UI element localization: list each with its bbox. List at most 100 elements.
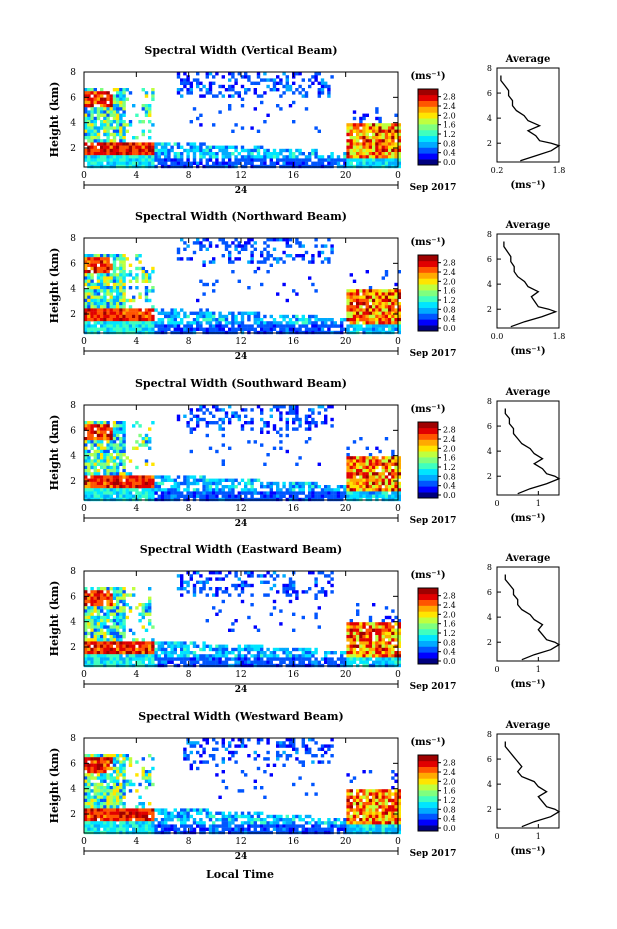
heatmap-cell bbox=[189, 494, 193, 498]
heatmap-cell bbox=[391, 289, 395, 293]
heatmap-cell bbox=[384, 651, 389, 655]
heatmap-cell bbox=[237, 311, 241, 315]
heatmap-cell bbox=[96, 430, 101, 434]
heatmap-cell bbox=[304, 91, 309, 95]
heatmap-cell bbox=[112, 273, 117, 277]
heatmap-cell bbox=[375, 660, 379, 664]
heatmap-cell bbox=[96, 625, 101, 629]
heatmap-cell bbox=[256, 155, 261, 159]
x-tick-label: 0 bbox=[395, 670, 401, 680]
heatmap-cell bbox=[375, 126, 379, 130]
heatmap-cell bbox=[260, 324, 264, 328]
heatmap-cell bbox=[301, 324, 305, 328]
heatmap-cell bbox=[135, 155, 139, 159]
heatmap-cell bbox=[368, 494, 373, 498]
heatmap-cell bbox=[208, 494, 213, 498]
heatmap-cell bbox=[106, 456, 110, 460]
heatmap-cell bbox=[202, 311, 206, 315]
heatmap-cell bbox=[103, 814, 107, 819]
heatmap-cell bbox=[84, 638, 88, 642]
heatmap-cell bbox=[109, 609, 113, 613]
heatmap-cell bbox=[90, 273, 94, 277]
heatmap-cell bbox=[288, 104, 293, 108]
heatmap-cell bbox=[109, 126, 113, 130]
heatmap-cell bbox=[180, 481, 184, 486]
heatmap-cell bbox=[90, 802, 94, 806]
heatmap-cell bbox=[167, 644, 171, 648]
heatmap-cell bbox=[352, 129, 357, 133]
heatmap-cell bbox=[356, 295, 360, 299]
heatmap-cell bbox=[295, 254, 299, 258]
heatmap-cell bbox=[368, 453, 373, 457]
heatmap-cell bbox=[282, 647, 286, 652]
heatmap-cell bbox=[247, 152, 251, 156]
heatmap-cell bbox=[394, 622, 398, 626]
heatmap-cell bbox=[148, 113, 152, 117]
heatmap-cell bbox=[164, 660, 168, 664]
heatmap-cell bbox=[167, 321, 171, 325]
heatmap-cell bbox=[276, 491, 280, 495]
heatmap-cell bbox=[141, 104, 145, 108]
heatmap-cell bbox=[100, 427, 104, 431]
heatmap-cell bbox=[151, 314, 155, 319]
heatmap-cell bbox=[221, 314, 225, 319]
heatmap-cell bbox=[368, 289, 373, 293]
heatmap-cell bbox=[125, 161, 129, 165]
heatmap-cell bbox=[215, 408, 219, 412]
heatmap-cell bbox=[183, 311, 187, 315]
heatmap-cell bbox=[228, 485, 232, 489]
average-x-tick-label: 1 bbox=[536, 665, 541, 674]
heatmap-cell bbox=[388, 615, 392, 620]
heatmap-cell bbox=[394, 644, 398, 648]
heatmap-cell bbox=[116, 615, 120, 620]
heatmap-cell bbox=[324, 81, 328, 85]
heatmap-cell bbox=[215, 590, 219, 594]
heatmap-cell bbox=[96, 651, 101, 655]
heatmap-cell bbox=[263, 660, 267, 664]
heatmap-cell bbox=[231, 488, 235, 492]
heatmap-cell bbox=[215, 161, 219, 165]
heatmap-cell bbox=[240, 408, 245, 412]
heatmap-cell bbox=[116, 619, 120, 623]
heatmap-cell bbox=[87, 647, 91, 652]
heatmap-cell bbox=[125, 155, 129, 159]
heatmap-cell bbox=[84, 776, 88, 780]
heatmap-cell bbox=[144, 298, 149, 303]
heatmap-cell bbox=[244, 91, 248, 95]
heatmap-cell bbox=[93, 107, 97, 111]
heatmap-cell bbox=[221, 327, 225, 331]
heatmap-cell bbox=[384, 129, 389, 133]
heatmap-cell bbox=[295, 72, 299, 76]
heatmap-cell bbox=[218, 311, 222, 315]
heatmap-cell bbox=[199, 405, 203, 409]
heatmap-cell bbox=[96, 494, 101, 498]
heatmap-cell bbox=[132, 424, 136, 428]
heatmap-cell bbox=[298, 158, 302, 162]
heatmap-cell bbox=[122, 305, 126, 309]
heatmap-cell bbox=[250, 593, 254, 597]
heatmap-cell bbox=[301, 654, 305, 658]
heatmap-cell bbox=[221, 577, 225, 581]
heatmap-cell bbox=[368, 625, 373, 629]
heatmap-cell bbox=[148, 437, 152, 441]
heatmap-cell bbox=[160, 647, 165, 652]
heatmap-cell bbox=[87, 657, 91, 661]
heatmap-cell bbox=[308, 657, 312, 661]
heatmap-cell bbox=[119, 446, 123, 450]
heatmap-cell bbox=[93, 459, 97, 463]
heatmap-cell bbox=[128, 279, 133, 283]
heatmap-cell bbox=[96, 481, 101, 486]
heatmap-cell bbox=[362, 113, 366, 117]
heatmap-cell bbox=[346, 295, 350, 299]
heatmap-cell bbox=[368, 651, 373, 655]
heatmap-cell bbox=[87, 792, 91, 796]
heatmap-cell bbox=[144, 273, 149, 277]
heatmap-cell bbox=[298, 488, 302, 492]
heatmap-cell bbox=[378, 161, 382, 165]
heatmap-cell bbox=[100, 757, 104, 761]
heatmap-cell bbox=[221, 654, 225, 658]
heatmap-cell bbox=[352, 481, 357, 486]
heatmap-cell bbox=[365, 129, 369, 133]
heatmap-cell bbox=[224, 654, 229, 658]
heatmap-cell bbox=[378, 485, 382, 489]
